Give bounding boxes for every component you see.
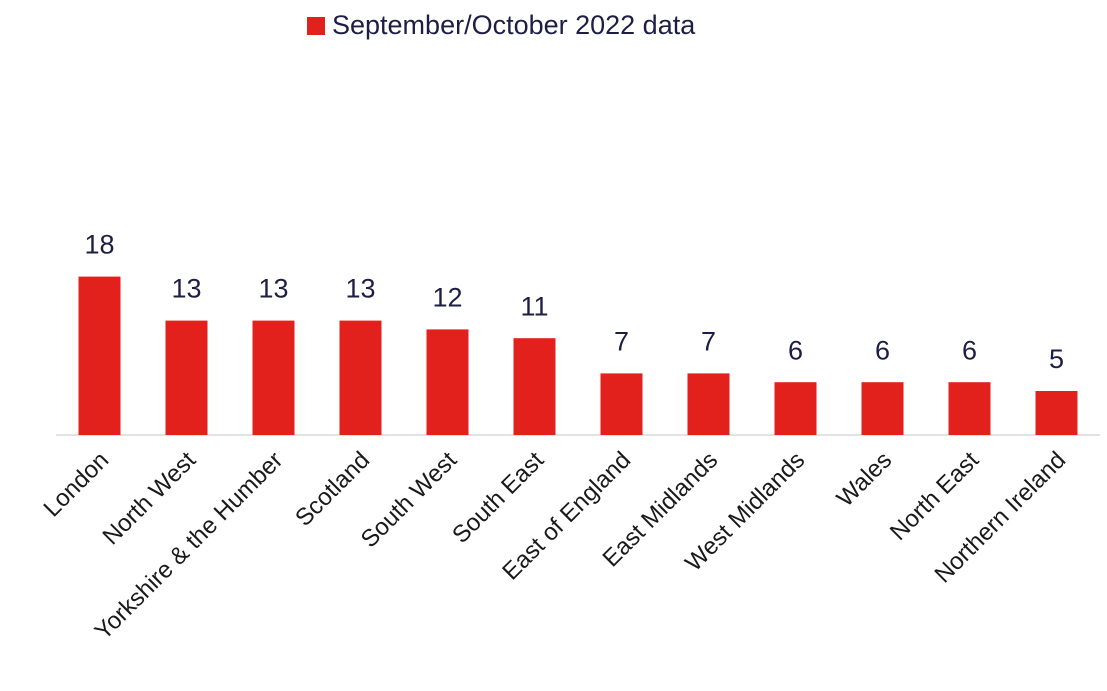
value-label: 13 [171, 274, 201, 304]
x-tick-label: Wales [832, 447, 898, 513]
value-label: 6 [875, 335, 890, 365]
bar [948, 382, 991, 435]
legend-label: September/October 2022 data [332, 10, 696, 40]
value-label: 6 [962, 335, 977, 365]
legend-swatch [307, 17, 325, 35]
value-label: 6 [788, 335, 803, 365]
bar [165, 320, 208, 435]
value-label: 13 [345, 274, 375, 304]
value-label: 18 [84, 230, 114, 260]
value-label: 12 [432, 283, 462, 313]
bar [1035, 391, 1078, 435]
bar [513, 338, 556, 435]
bar [426, 329, 469, 435]
value-label: 5 [1049, 344, 1064, 374]
bar [78, 276, 121, 435]
bar [600, 373, 643, 435]
x-tick-label: Scotland [290, 447, 375, 532]
value-label: 11 [520, 291, 548, 321]
bar [252, 320, 295, 435]
bar [861, 382, 904, 435]
bar [687, 373, 730, 435]
bar [774, 382, 817, 435]
value-label: 7 [701, 327, 716, 357]
bar [339, 320, 382, 435]
value-label: 13 [258, 274, 288, 304]
value-label: 7 [614, 327, 629, 357]
x-tick-label: London [39, 447, 115, 523]
